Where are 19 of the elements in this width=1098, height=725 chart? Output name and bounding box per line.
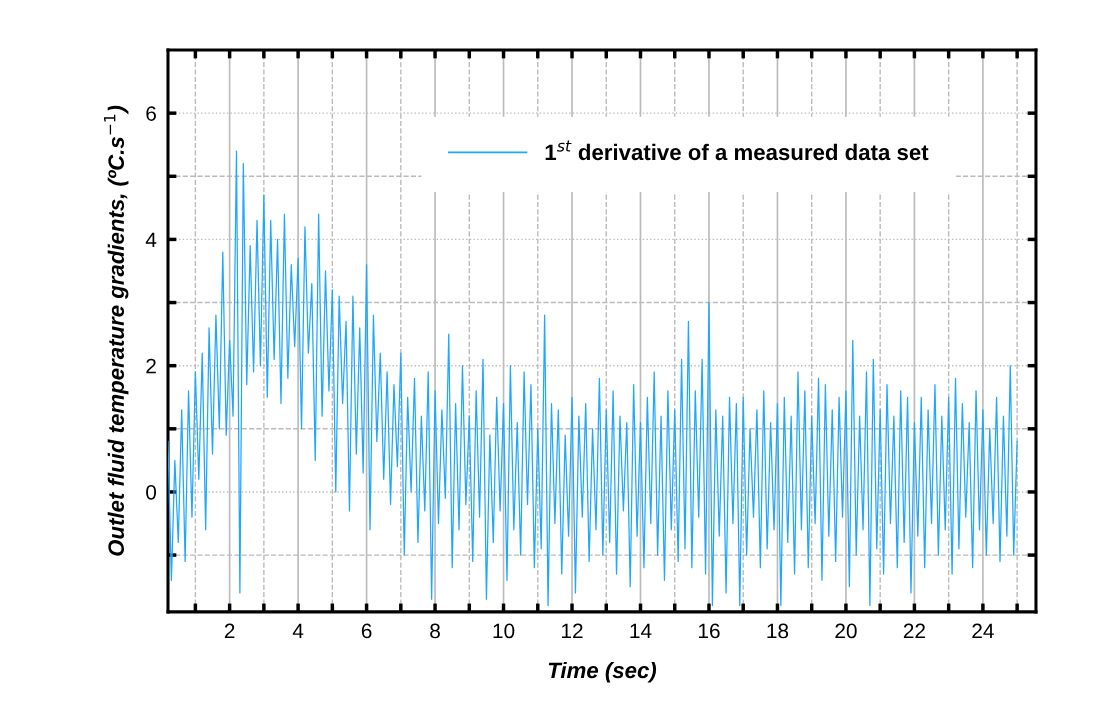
legend-label: 1$^{st}$ derivative of a measured data set (545, 140, 929, 161)
y-tick-label: 6 (146, 106, 156, 121)
x-axis-title: Time (sec) (548, 661, 657, 683)
x-tick-label: 14 (630, 623, 652, 639)
x-tick-label: 22 (903, 623, 925, 639)
y-tick-label: 2 (146, 358, 156, 374)
x-tick-label: 20 (835, 623, 857, 639)
x-tick-label: 16 (698, 623, 720, 639)
x-tick-label: 18 (767, 623, 789, 639)
x-tick-label: 8 (430, 623, 440, 639)
y-tick-label: 4 (145, 232, 157, 247)
x-tick-label: 24 (972, 623, 994, 639)
x-tick-label: 2 (224, 623, 235, 639)
x-tick-label: 6 (361, 623, 372, 639)
x-tick-label: 10 (493, 623, 515, 639)
y-tick-label: 0 (146, 484, 157, 500)
x-tick-label: 4 (292, 623, 304, 639)
y-axis-title: Outlet fluid temperature gradients, (ºC.s$^{−1}$) (103, 105, 129, 556)
x-tick-label: 12 (562, 623, 583, 639)
